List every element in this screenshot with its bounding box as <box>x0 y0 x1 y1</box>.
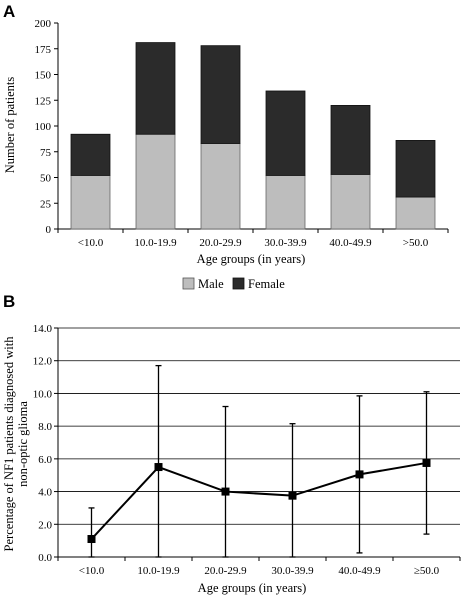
chart-a-bar-female <box>200 45 241 144</box>
chart-b-y-tick-label: 6.0 <box>38 454 52 466</box>
chart-a-legend: Male Female <box>182 277 285 291</box>
chart-b-y-tick-label: 14.0 <box>33 323 53 335</box>
chart-b-y-tick-label: 0.0 <box>38 552 52 564</box>
chart-b-x-tick-label: 10.0-19.9 <box>137 565 180 577</box>
chart-a-bar-female <box>135 42 176 135</box>
legend-label-male: Male <box>198 277 224 291</box>
chart-b-y-tick-label: 12.0 <box>33 356 53 368</box>
chart-a-bar-male <box>200 143 241 230</box>
chart-a-x-tick-label: 20.0-29.9 <box>199 237 242 249</box>
chart-b-x-tick-label: 30.0-39.9 <box>271 565 314 577</box>
chart-b-y-tick-label: 8.0 <box>38 421 52 433</box>
chart-b-y-tick-label: 2.0 <box>38 519 52 531</box>
chart-a-y-axis-title: Number of patients <box>3 77 17 174</box>
chart-a-y-tick-label: 25 <box>40 198 52 210</box>
chart-a-bar-male <box>330 174 371 230</box>
chart-a-y-tick-label: 175 <box>35 44 52 56</box>
chart-a-bar-female <box>395 140 436 198</box>
chart-a-x-tick-label: 30.0-39.9 <box>264 237 307 249</box>
chart-b-x-axis-title: Age groups (in years) <box>198 581 307 595</box>
legend-swatch-male <box>182 277 195 290</box>
chart-b-x-tick-label: 40.0-49.9 <box>338 565 381 577</box>
chart-a-bar-male <box>395 196 436 230</box>
chart-b-series-line <box>90 461 427 540</box>
chart-b-y-axis-title-line-2: non-optic glioma <box>16 401 30 487</box>
chart-a-x-axis-title: Age groups (in years) <box>197 252 306 266</box>
chart-b-x-tick-label: ≥50.0 <box>414 565 440 577</box>
chart-b-y-axis-title-line-1: Percentage of NF1 patients diagnosed wit… <box>2 336 16 552</box>
chart-a-bar-female <box>70 133 111 176</box>
legend-label-female: Female <box>248 277 285 291</box>
chart-b-point <box>221 487 230 496</box>
chart-b-x-tick-label: <10.0 <box>79 565 105 577</box>
chart-b-point <box>87 535 96 544</box>
chart-a-y-tick-label: 75 <box>40 147 52 159</box>
chart-a-x-tick-label: 40.0-49.9 <box>329 237 372 249</box>
chart-a: 0 25 50 75 100 125 150 175 200 <10.0 10.0-19.9 20.0… <box>35 18 449 249</box>
chart-b-point <box>154 463 163 472</box>
panel-label-b: B <box>3 292 15 311</box>
chart-b-x-tick-label: 20.0-29.9 <box>204 565 247 577</box>
chart-a-bar-female <box>330 105 371 175</box>
chart-a-bar-male <box>135 133 176 230</box>
chart-b-point <box>422 458 431 467</box>
chart-a-bar-female <box>265 90 306 176</box>
chart-a-x-tick-label: <10.0 <box>78 237 104 249</box>
chart-a-y-tick-label: 0 <box>46 224 52 236</box>
chart-a-bar-male <box>265 175 306 230</box>
chart-b-y-axis-title-group: Percentage of NF1 patients diagnosed wit… <box>2 336 30 552</box>
chart-a-y-tick-label: 100 <box>35 121 52 133</box>
chart-a-bar-male <box>70 175 111 230</box>
chart-a-x-tick-label: 10.0-19.9 <box>134 237 177 249</box>
panel-label-a: A <box>3 2 15 21</box>
chart-a-y-tick-label: 200 <box>35 18 52 30</box>
chart-a-y-tick-label: 150 <box>35 70 52 82</box>
legend-swatch-female <box>232 277 245 290</box>
chart-b-y-tick-label: 4.0 <box>38 487 52 499</box>
chart-a-x-tick-label: >50.0 <box>403 237 429 249</box>
chart-a-y-tick-label: 50 <box>40 173 52 185</box>
chart-b-point <box>288 491 297 500</box>
chart-a-y-tick-label: 125 <box>35 95 52 107</box>
chart-b-point <box>355 470 364 479</box>
chart-b: 0.0 2.0 4.0 6.0 8.0 10.0 12.0 14.0 <10.0 10.0-19.… <box>33 323 461 577</box>
chart-b-y-tick-label: 10.0 <box>33 388 53 400</box>
